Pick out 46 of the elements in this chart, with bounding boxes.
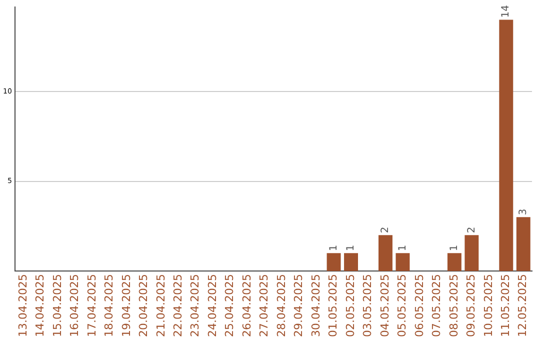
x-tick-label: 11.05.2025 [499, 274, 512, 338]
bar [464, 235, 479, 272]
data-label: 3 [518, 208, 529, 216]
data-label: 1 [346, 244, 357, 252]
x-tick-label: 21.04.2025 [154, 274, 168, 338]
x-tick-label: 07.05.2025 [430, 274, 444, 338]
x-tick-label: 14.04.2025 [34, 274, 47, 338]
x-tick-label: 13.04.2025 [16, 274, 30, 338]
data-label: 1 [397, 244, 408, 252]
x-tick-label: 06.05.2025 [412, 274, 426, 338]
x-tick-label: 22.04.2025 [172, 274, 185, 338]
x-tick-label: 24.04.2025 [206, 274, 219, 338]
x-tick-label: 28.04.2025 [274, 274, 288, 338]
x-tick-label: 03.05.2025 [361, 274, 374, 338]
x-tick-label: 20.04.2025 [137, 274, 150, 338]
x-tick-label: 04.05.2025 [378, 274, 392, 338]
x-tick-label: 19.04.2025 [120, 274, 133, 338]
x-tick-label: 02.05.2025 [344, 274, 357, 338]
bar [447, 253, 462, 272]
data-label: 14 [500, 5, 512, 18]
x-tick-label: 25.04.2025 [223, 274, 236, 338]
bar [344, 253, 358, 272]
x-tick-label: 30.04.2025 [309, 274, 322, 338]
x-tick-label: 26.04.2025 [240, 274, 254, 338]
x-tick-label: 05.05.2025 [396, 274, 409, 338]
x-tick-label: 29.04.2025 [292, 274, 306, 338]
x-tick-label: 09.05.2025 [464, 274, 478, 338]
x-tick-label: 08.05.2025 [447, 274, 460, 338]
x-tick-label: 16.04.2025 [68, 274, 82, 338]
bar [516, 217, 530, 272]
bar [396, 253, 410, 272]
x-tick-label: 01.05.2025 [326, 274, 340, 338]
bar [326, 253, 341, 272]
x-tick-label: 27.04.2025 [258, 274, 271, 338]
x-tick-label: 17.04.2025 [85, 274, 98, 338]
bar [378, 235, 392, 272]
bar [499, 20, 514, 272]
x-tick-label: 23.04.2025 [188, 274, 202, 338]
data-label: 1 [328, 244, 340, 252]
data-label: 2 [380, 226, 392, 234]
x-tick-label: 10.05.2025 [482, 274, 495, 338]
x-tick-label: 15.04.2025 [50, 274, 64, 338]
data-label: 2 [466, 226, 478, 234]
x-tick-label: 18.04.2025 [102, 274, 116, 338]
x-tick-label: 12.05.2025 [516, 274, 530, 338]
data-label: 1 [449, 244, 460, 252]
